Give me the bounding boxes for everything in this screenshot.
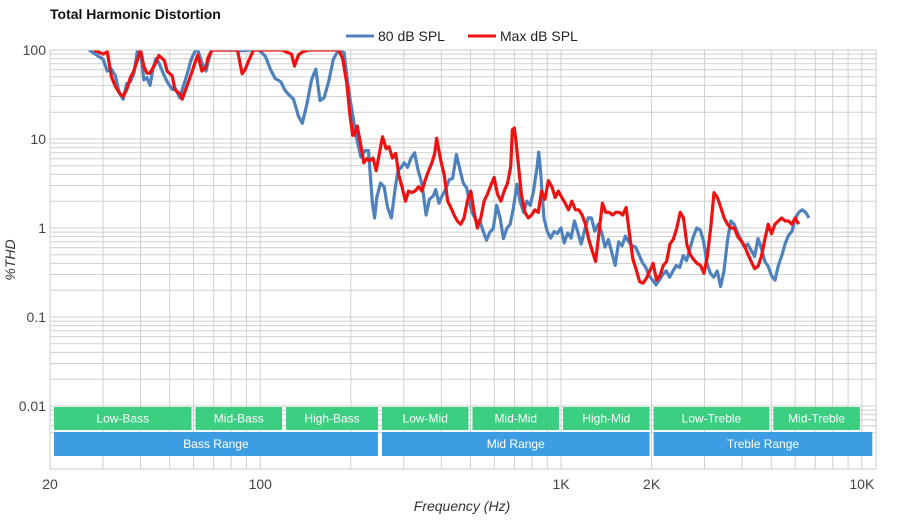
sub-range-band [563, 407, 650, 430]
sub-range-band-label: Low-Mid [403, 412, 448, 426]
sub-range-band-label: Low-Treble [682, 412, 742, 426]
x-tick-label: 2K [643, 476, 661, 492]
chart-title: Total Harmonic Distortion [50, 6, 221, 22]
y-axis-label: %THD [2, 239, 18, 280]
plot-lines [88, 50, 811, 289]
x-tick-label: 20 [42, 476, 58, 492]
y-tick-label: 10 [30, 131, 46, 147]
legend: 80 dB SPL Max dB SPL [346, 28, 578, 44]
main-range-band [653, 432, 873, 456]
plot-frame [49, 49, 877, 470]
series-line-max-db-spl [93, 50, 801, 285]
sub-range-band [472, 407, 560, 430]
sub-range-band-label: Mid-Treble [788, 412, 845, 426]
x-axis-ticks: 20 100 1K 2K 10K [42, 476, 875, 492]
y-tick-label: 0.1 [27, 309, 47, 325]
main-range-band [381, 432, 650, 456]
main-range-band-label: Mid Range [487, 437, 545, 451]
sub-range-band-label: Low-Bass [96, 412, 149, 426]
sub-range-band-label: Mid-Mid [494, 412, 537, 426]
x-axis-label: Frequency (Hz) [414, 498, 510, 514]
sub-range-band [773, 407, 860, 430]
x-tick-label: 100 [249, 476, 273, 492]
x-tick-label: 1K [552, 476, 570, 492]
main-range-band [54, 432, 378, 456]
sub-range-band-label: High-Mid [582, 412, 630, 426]
main-range-band-label: Treble Range [727, 437, 800, 451]
main-range-band-label: Bass Range [183, 437, 249, 451]
y-tick-label: 1 [38, 220, 46, 236]
sub-range-band-label: High-Bass [304, 412, 359, 426]
sub-range-band-label: Mid-Bass [214, 412, 264, 426]
legend-label-max: Max dB SPL [500, 28, 578, 44]
grid [49, 50, 876, 469]
x-tick-label: 10K [849, 476, 875, 492]
sub-range-band [54, 407, 192, 430]
range-bands: Low-Bass Mid-Bass High-Bass Low-Mid Mid-Mid H… [54, 407, 873, 456]
y-axis-ticks: 100 10 1 0.1 0.01 [19, 42, 46, 414]
y-tick-label: 100 [23, 42, 47, 58]
y-tick-label: 0.01 [19, 398, 46, 414]
sub-range-band [286, 407, 378, 430]
sub-range-band [653, 407, 770, 430]
sub-range-band [195, 407, 283, 430]
series-line-80db-spl [88, 50, 811, 289]
sub-range-band [381, 407, 469, 430]
legend-label-80db: 80 dB SPL [378, 28, 445, 44]
